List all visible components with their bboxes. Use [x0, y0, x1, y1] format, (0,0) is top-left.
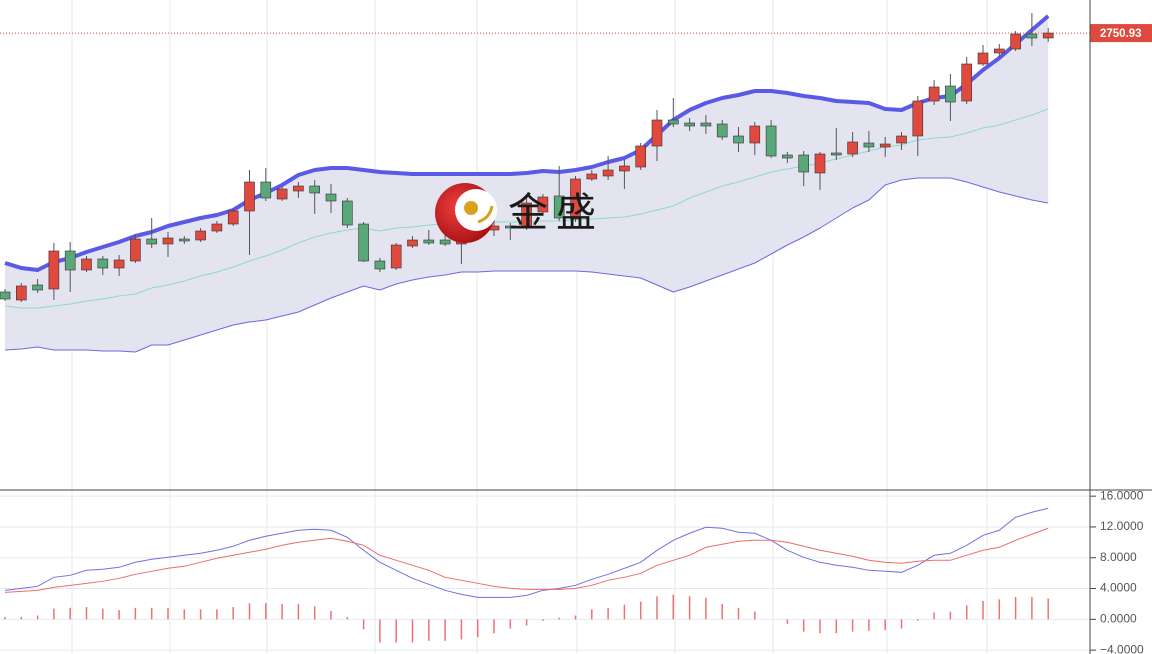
candle-body — [537, 196, 549, 213]
logo-swoosh — [477, 205, 494, 224]
price-label-box — [1090, 24, 1152, 43]
candle-body — [977, 52, 989, 65]
candle-body — [667, 119, 679, 125]
candle-body — [928, 86, 940, 102]
candle-body — [782, 154, 793, 159]
candle-body — [945, 85, 956, 103]
candle-body — [423, 239, 435, 244]
candle-body — [879, 143, 891, 148]
candle-body — [97, 258, 109, 269]
candle-body — [146, 238, 157, 245]
candle-body — [1010, 33, 1021, 50]
candle-body — [15, 285, 27, 301]
candle-body — [309, 185, 321, 194]
logo-dot — [464, 201, 478, 215]
y-tick-label: 4.0000 — [1100, 581, 1137, 595]
candle-body — [293, 185, 304, 192]
candle-body — [765, 125, 777, 157]
logo — [435, 183, 497, 243]
candle-body — [814, 153, 826, 174]
candle-body — [244, 181, 255, 212]
watermark: 金盛 — [508, 190, 604, 236]
grid — [71, 0, 988, 654]
candle-body — [48, 250, 60, 290]
y-tick-label: 12.0000 — [1100, 519, 1144, 533]
candle-body — [0, 291, 11, 300]
y-tick-label: 8.0000 — [1100, 550, 1137, 564]
candle-body — [733, 135, 744, 144]
candle-body — [439, 239, 451, 245]
macd-line — [4, 507, 1049, 598]
candle-body — [586, 173, 598, 180]
price-label: 2750.93 — [1100, 28, 1142, 40]
y-tick-label: 16.0000 — [1100, 488, 1144, 502]
candle-body — [276, 188, 288, 200]
candle-body — [64, 250, 76, 271]
candle-body — [195, 230, 206, 241]
candle-body — [863, 142, 875, 148]
band-line — [4, 177, 1049, 353]
candle-body — [227, 210, 239, 225]
candle-body — [32, 284, 43, 291]
candle-body — [619, 165, 630, 172]
candle-body — [602, 169, 614, 177]
candle-body — [358, 223, 369, 262]
candle-body — [993, 48, 1005, 54]
macd-plot: 16.0000 12.0000 8.0000 4.0000 0.0000 −4.0000 — [0, 488, 1144, 654]
candle-body — [684, 122, 695, 127]
candle-body — [113, 259, 125, 269]
band-line — [4, 14, 1050, 272]
candle-body — [700, 122, 712, 127]
y-tick-label: 0.0000 — [1100, 612, 1137, 626]
candle-body — [162, 237, 174, 245]
candle-body — [407, 239, 418, 247]
candle-body — [896, 135, 907, 144]
macd-line — [4, 527, 1049, 593]
candle-body — [635, 145, 647, 168]
candle-body — [504, 225, 516, 229]
y-tick-label: −4.0000 — [1100, 642, 1144, 654]
band-fill — [5, 16, 1049, 352]
candle-body — [211, 223, 223, 232]
candle-body — [179, 238, 190, 242]
candle-body — [553, 195, 565, 219]
candle-body — [341, 200, 353, 226]
candle-body — [260, 181, 272, 199]
main-plot: 2750.93 — [0, 13, 1152, 353]
candle-body — [390, 244, 402, 269]
candle-body — [570, 178, 581, 220]
candle-body — [130, 238, 141, 262]
candle-body — [651, 119, 663, 147]
candle-body — [81, 258, 92, 271]
candle-body — [716, 123, 728, 138]
candle-body — [1026, 33, 1038, 39]
candle-body — [1042, 32, 1054, 39]
candle-body — [749, 125, 761, 144]
candle-body — [961, 63, 973, 102]
candle-body — [798, 154, 810, 173]
candle-body — [325, 193, 337, 202]
candle-body — [521, 202, 532, 228]
candle-body — [847, 141, 858, 155]
candle-body — [912, 100, 924, 137]
candle-body — [374, 260, 386, 270]
candle-body — [830, 152, 842, 156]
